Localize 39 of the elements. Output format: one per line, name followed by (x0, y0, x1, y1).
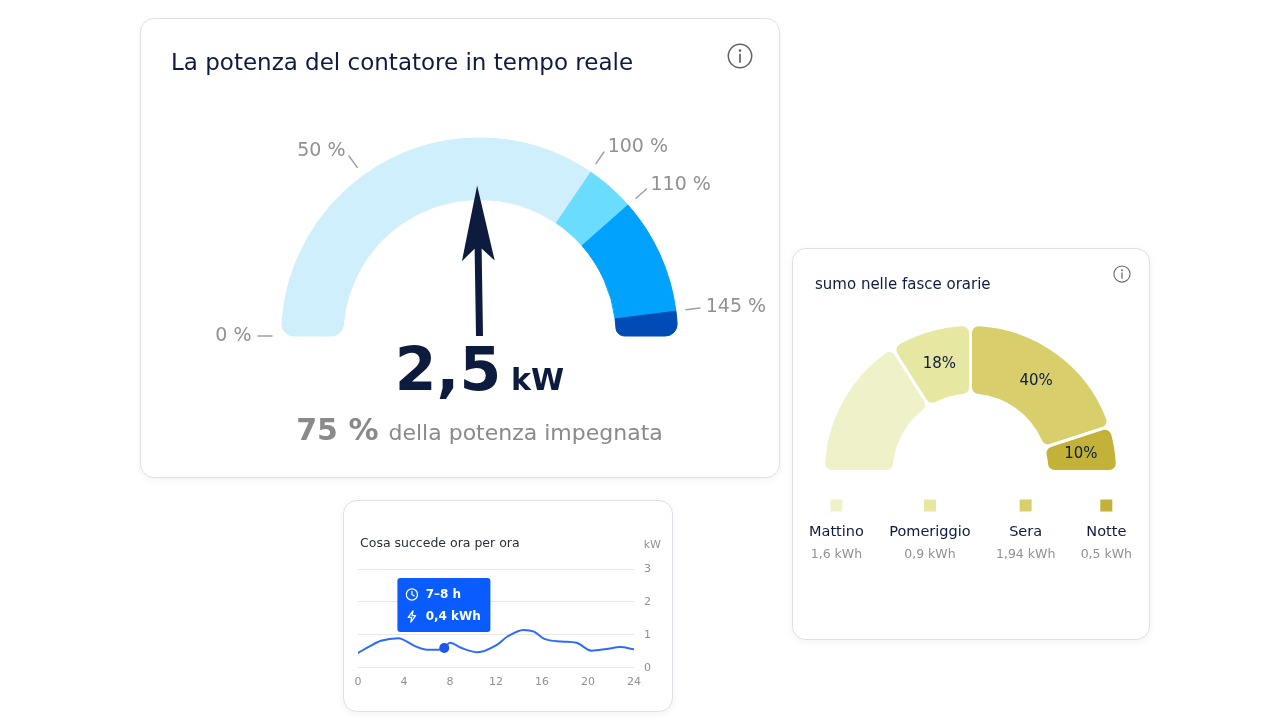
x-tick-label: 20 (581, 675, 595, 689)
legend-label: Notte (1086, 522, 1127, 539)
x-tick-label: 24 (627, 675, 641, 689)
text: della potenza impegnata (388, 420, 663, 445)
x-tick-label: 4 (400, 675, 408, 689)
y-axis-title: kW (643, 537, 662, 551)
x-tick-label: 16 (535, 675, 549, 689)
text: 1,6 kWh (810, 545, 863, 561)
x-tick-label: 12 (489, 675, 503, 689)
slice-label: 50 % (297, 138, 346, 161)
text: 0,5 kWh (1080, 545, 1132, 561)
legend-label: Pomeriggio (889, 522, 971, 539)
data-label: 10% (1064, 443, 1098, 462)
x-tick-label: 0 (354, 675, 362, 689)
chart-title: La potenza del contatore in tempo reale (171, 49, 634, 77)
slice-label: 0 % (215, 322, 252, 345)
text: 1,94 kWh (995, 545, 1056, 561)
line-series (358, 628, 634, 654)
data-label: 40% (1019, 371, 1053, 390)
y-tick-label: 2 (644, 594, 651, 608)
slice-label: 145 % (705, 294, 767, 317)
text: 75 % (296, 412, 379, 447)
data-label: 18% (922, 354, 956, 373)
y-tick-label: 0 (644, 660, 651, 674)
legend-label: Mattino (809, 522, 864, 539)
text: 2,5 (394, 334, 502, 404)
chart-title: sumo nelle fasce orarie (815, 275, 991, 293)
x-tick-label: 8 (446, 675, 454, 689)
text: 0,9 kWh (904, 545, 956, 561)
slice-label: 110 % (650, 172, 711, 195)
annotation: 7–8 h (425, 587, 462, 602)
text: kW (511, 362, 565, 397)
annotation: 0,4 kWh (425, 609, 481, 624)
legend-label: Sera (1009, 522, 1043, 539)
tooltip: 7–8 h 0,4 kWh (397, 578, 491, 633)
y-tick-label: 1 (644, 627, 651, 641)
chart-title: Cosa succede ora per ora (360, 535, 520, 550)
slice-label: 100 % (607, 134, 669, 157)
y-tick-label: 3 (644, 561, 651, 575)
